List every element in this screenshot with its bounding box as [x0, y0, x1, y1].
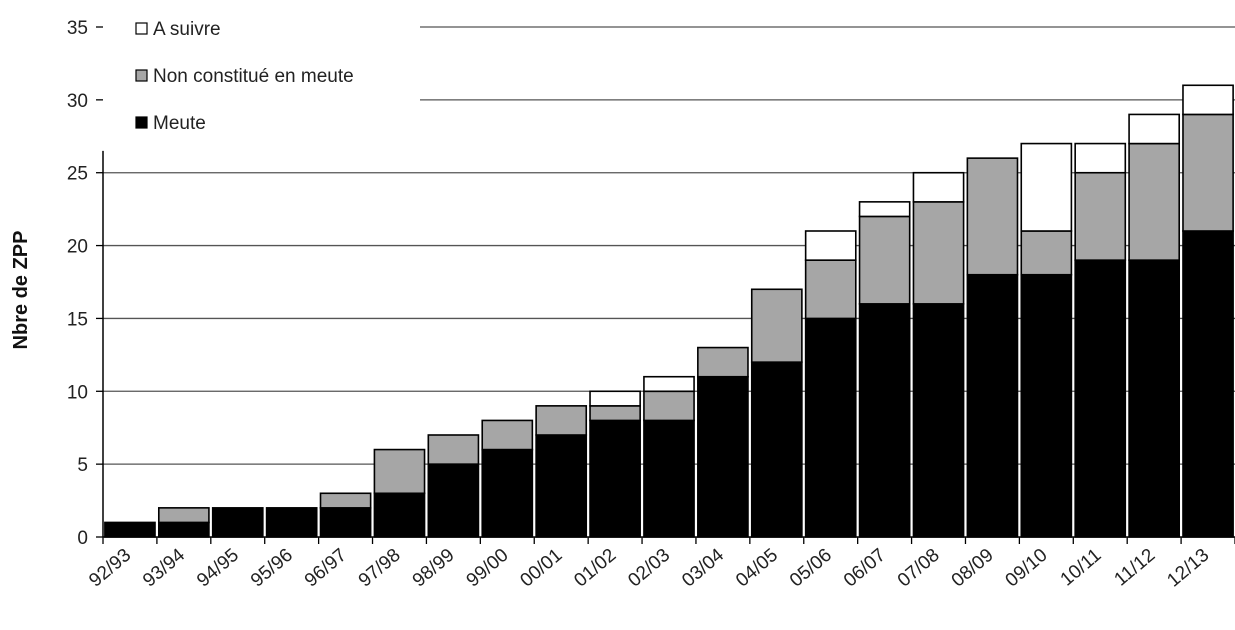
bar-segment-05-06-s0: [804, 317, 857, 538]
x-tick-label-07-08: 07/08: [894, 545, 944, 592]
bar-segment-05-06-s1: [804, 259, 857, 320]
x-tick-label-04-05: 04/05: [732, 545, 782, 592]
y-tick-label-0: 0: [77, 528, 88, 549]
bar-segment-98-99-s1: [427, 434, 480, 465]
bar-segment-09-10-s0: [1020, 273, 1073, 538]
bar-segment-94-95-s0: [211, 507, 264, 538]
bar-segment-07-08-s1: [912, 201, 965, 305]
bar-segment-12-13-s0: [1182, 230, 1234, 538]
bar-segment-97-98-s0: [373, 492, 426, 538]
bar-segment-12-13-s1: [1182, 113, 1234, 232]
bar-segment-95-96-s0: [265, 507, 318, 538]
x-tick-label-06-07: 06/07: [840, 545, 890, 592]
bar-segment-06-07-s0: [858, 303, 911, 538]
x-tick-label-97-98: 97/98: [355, 545, 405, 592]
y-tick-label-20: 20: [67, 237, 88, 258]
legend-swatch-a-suivre: [135, 22, 148, 35]
bar-segment-07-08-s0: [912, 303, 965, 538]
bar-segment-01-02-s1: [589, 405, 641, 422]
x-tick-label-01-02: 01/02: [570, 545, 620, 592]
bar-segment-05-06-s2: [804, 230, 857, 261]
x-tick-label-98-99: 98/99: [409, 545, 459, 592]
bar-segment-02-03-s2: [643, 375, 695, 393]
y-tick-labels: 0 5 10 15 20 25 30 35: [67, 18, 103, 549]
bar-segment-06-07-s2: [858, 201, 911, 218]
y-tick-label-5: 5: [77, 455, 88, 476]
bar-segment-07-08-s2: [912, 171, 965, 203]
bar-segment-11-12-s0: [1128, 259, 1181, 538]
bars: [104, 84, 1234, 538]
x-tick-label-96-97: 96/97: [301, 545, 351, 592]
x-tick-label-09-10: 09/10: [1002, 545, 1052, 592]
bar-segment-03-04-s1: [697, 346, 749, 378]
bar-segment-08-09-s0: [966, 273, 1019, 538]
bar-segment-09-10-s1: [1020, 230, 1073, 276]
bar-segment-99-00-s0: [481, 448, 534, 538]
bar-segment-01-02-s2: [589, 390, 641, 407]
x-tick-label-92-93: 92/93: [85, 545, 135, 592]
bar-segment-92-93-s0: [104, 521, 156, 538]
x-tick-label-95-96: 95/96: [247, 545, 297, 592]
x-tick-label-94-95: 94/95: [193, 545, 243, 592]
bar-segment-04-05-s0: [750, 361, 803, 538]
bar-segment-11-12-s1: [1128, 142, 1181, 261]
bar-segment-99-00-s1: [481, 419, 534, 451]
y-tick-label-30: 30: [67, 91, 88, 112]
bar-segment-02-03-s0: [643, 419, 695, 538]
bar-segment-06-07-s1: [858, 215, 911, 305]
legend-swatch-meute: [135, 116, 148, 129]
bar-segment-11-12-s2: [1128, 113, 1181, 145]
bar-segment-09-10-s2: [1020, 142, 1073, 232]
bar-segment-00-01-s0: [535, 434, 588, 538]
bar-segment-10-11-s2: [1074, 142, 1127, 174]
bar-segment-04-05-s1: [750, 288, 803, 363]
bar-segment-10-11-s0: [1074, 259, 1127, 538]
x-tick-label-08-09: 08/09: [948, 545, 998, 592]
bar-segment-03-04-s0: [697, 375, 749, 538]
y-axis-title: Nbre de ZPP: [10, 231, 32, 350]
bar-segment-97-98-s1: [373, 448, 426, 495]
legend-label-meute: Meute: [153, 113, 206, 134]
bar-segment-96-97-s1: [319, 492, 372, 509]
x-tick-label-11-12: 11/12: [1111, 545, 1160, 591]
x-tick-label-99-00: 99/00: [463, 545, 513, 592]
gridlines: [103, 26, 1235, 465]
x-tick-label-02-03: 02/03: [624, 545, 674, 592]
bar-segment-00-01-s1: [535, 405, 588, 436]
y-tick-label-15: 15: [67, 309, 88, 330]
legend-swatch-non-constitue: [135, 69, 148, 82]
bar-segment-12-13-s2: [1182, 84, 1234, 116]
x-tick-label-93-94: 93/94: [139, 544, 189, 591]
y-tick-label-25: 25: [67, 164, 88, 185]
x-tick-label-00-01: 00/01: [516, 545, 566, 592]
bar-segment-01-02-s0: [589, 419, 641, 538]
bar-segment-10-11-s1: [1074, 171, 1127, 261]
bar-segment-98-99-s0: [427, 463, 480, 538]
bar-segment-93-94-s1: [157, 507, 210, 524]
bar-segment-96-97-s0: [319, 507, 372, 538]
legend: A suivre Non constitué en meute Meute: [135, 19, 354, 134]
legend-label-a-suivre: A suivre: [153, 19, 221, 40]
y-tick-label-35: 35: [67, 18, 88, 39]
x-tick-label-03-04: 03/04: [678, 544, 728, 591]
y-tick-label-10: 10: [67, 382, 88, 403]
bar-segment-02-03-s1: [643, 390, 695, 422]
axes: [102, 150, 1235, 544]
legend-label-non-constitue: Non constitué en meute: [153, 66, 354, 87]
bar-segment-08-09-s1: [966, 157, 1019, 276]
x-tick-label-12-13: 12/13: [1163, 545, 1213, 592]
x-tick-label-10-11: 10/11: [1057, 545, 1106, 591]
x-tick-labels: 92/93 93/94 94/95 95/96 96/97 97/98 98/99 99/00…: [85, 544, 1213, 591]
x-tick-label-05-06: 05/06: [786, 545, 836, 592]
bar-segment-93-94-s0: [157, 521, 210, 538]
